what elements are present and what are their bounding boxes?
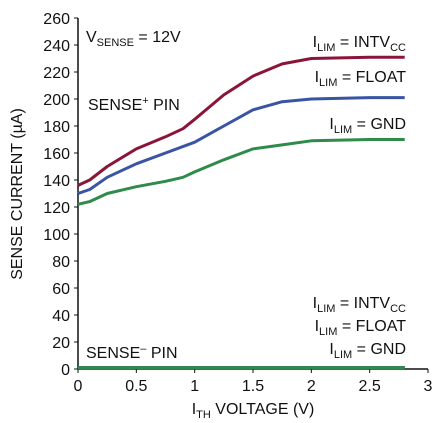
annotation-part: SENSE — [86, 345, 140, 362]
y-tick-label: 220 — [43, 65, 70, 82]
annotation-part: I — [313, 295, 317, 312]
annotation-part: PIN — [149, 97, 180, 114]
annotation: SENSE+ PIN — [88, 95, 180, 114]
y-tick-label: 80 — [52, 254, 70, 271]
annotation-part: LIM — [334, 124, 352, 136]
data-line — [77, 55, 405, 187]
annotation: ILIM = INTVCC — [313, 295, 406, 315]
x-axis-label-part: VOLTAGE (V) — [211, 401, 314, 418]
x-tick-label: 3 — [424, 378, 433, 395]
y-tick-label: 120 — [43, 200, 70, 217]
annotation: ILIM = GND — [329, 116, 406, 136]
annotation-part: = INTV — [335, 34, 390, 51]
annotation-part: = 12V — [134, 29, 181, 46]
x-tick-label: 1.5 — [242, 378, 264, 395]
annotation-part: I — [315, 318, 319, 335]
x-axis-label-part: TH — [196, 409, 211, 421]
annotation-part: LIM — [317, 303, 335, 315]
x-tick-label: 0.5 — [125, 378, 147, 395]
y-tick-label: 160 — [43, 146, 70, 163]
y-tick-label: 140 — [43, 173, 70, 190]
annotation: ILIM = FLOAT — [315, 69, 407, 89]
annotation-part: I — [315, 69, 319, 86]
y-tick-label: 260 — [43, 11, 70, 28]
annotation: ILIM = GND — [329, 341, 406, 361]
annotation-part: SENSE — [97, 37, 134, 49]
annotation-part: LIM — [319, 326, 337, 338]
annotation-part: = INTV — [335, 295, 390, 312]
annotation-part: SENSE — [88, 97, 142, 114]
y-tick-label: 200 — [43, 92, 70, 109]
y-tick-label: 180 — [43, 119, 70, 136]
x-tick-label: 0 — [74, 378, 83, 395]
annotation-part: + — [142, 95, 148, 107]
y-tick-label: 100 — [43, 227, 70, 244]
data-line — [77, 138, 405, 206]
annotation-part: – — [140, 343, 147, 355]
y-tick-label: 40 — [52, 308, 70, 325]
annotation-part: CC — [390, 42, 406, 54]
x-tick-label: 1 — [190, 378, 199, 395]
annotation-part: = FLOAT — [337, 69, 406, 86]
annotation: VSENSE = 12V — [86, 29, 181, 49]
annotation-part: V — [86, 29, 97, 46]
y-tick-label: 20 — [52, 335, 70, 352]
x-axis-label-part: I — [192, 401, 196, 418]
annotation-part: LIM — [317, 42, 335, 54]
annotation: ILIM = INTVCC — [313, 34, 406, 54]
x-tick-label: 2.5 — [359, 378, 381, 395]
annotation-part: = FLOAT — [337, 318, 406, 335]
annotation-part: LIM — [319, 77, 337, 89]
y-tick-label: 0 — [61, 362, 70, 379]
y-tick-label: 240 — [43, 38, 70, 55]
annotation: ILIM = FLOAT — [315, 318, 407, 338]
annotation-part: LIM — [334, 349, 352, 361]
annotation-part: = GND — [352, 341, 406, 358]
annotation-part: = GND — [352, 116, 406, 133]
x-tick-label: 2 — [307, 378, 316, 395]
data-line — [77, 96, 405, 195]
annotation-part: PIN — [146, 345, 177, 362]
annotation-part: I — [329, 341, 333, 358]
annotation: SENSE– PIN — [86, 343, 178, 362]
x-axis-label: ITH VOLTAGE (V) — [192, 401, 315, 421]
annotation-part: I — [329, 116, 333, 133]
annotation-part: CC — [390, 303, 406, 315]
y-axis-label: SENSE CURRENT (µA) — [9, 108, 26, 280]
annotation-part: I — [313, 34, 317, 51]
y-tick-label: 60 — [52, 281, 70, 298]
